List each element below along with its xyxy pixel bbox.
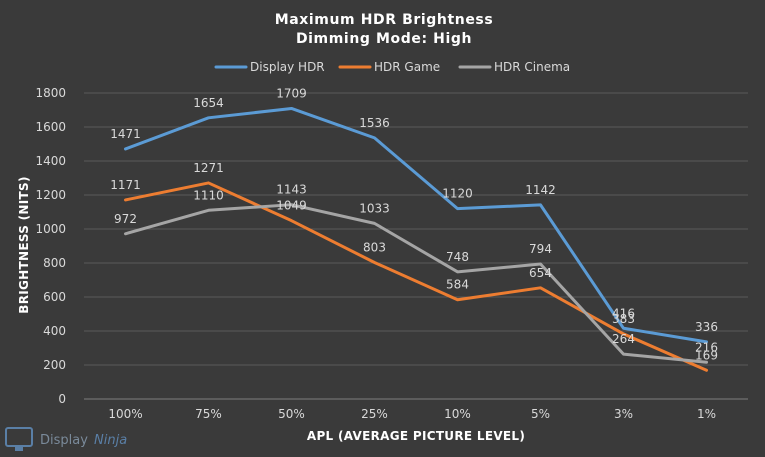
chart-title-line-1: Maximum HDR Brightness bbox=[275, 12, 494, 28]
data-label: 1049 bbox=[276, 199, 307, 213]
x-tick-label: 3% bbox=[614, 407, 633, 421]
watermark-brand-a: Display bbox=[40, 433, 88, 448]
data-label: 264 bbox=[612, 332, 635, 346]
data-label: 794 bbox=[529, 242, 552, 256]
data-label: 1709 bbox=[276, 86, 307, 100]
y-tick-label: 0 bbox=[58, 392, 66, 406]
y-tick-label: 1400 bbox=[35, 154, 66, 168]
data-labels: 1471 1654 1709 1536 1120 1142 416 336 1171 1271 10… bbox=[110, 86, 718, 362]
y-axis-title: BRIGHTNESS (NITS) bbox=[17, 176, 31, 314]
series-lines bbox=[124, 106, 708, 372]
data-label: 1120 bbox=[442, 187, 473, 201]
x-axis-ticks: 100% 75% 50% 25% 10% 5% 3% 1% bbox=[108, 407, 716, 421]
legend-label: Display HDR bbox=[250, 60, 325, 74]
x-tick-label: 75% bbox=[195, 407, 222, 421]
monitor-logo-icon bbox=[5, 427, 33, 451]
x-tick-label: 25% bbox=[361, 407, 388, 421]
y-tick-label: 1000 bbox=[35, 222, 66, 236]
watermark: Display Ninja bbox=[5, 427, 127, 451]
x-tick-label: 10% bbox=[444, 407, 471, 421]
data-label: 654 bbox=[529, 266, 552, 280]
data-label: 1271 bbox=[193, 161, 224, 175]
y-tick-label: 800 bbox=[43, 256, 66, 270]
data-label: 1143 bbox=[276, 183, 307, 197]
data-label: 1142 bbox=[525, 183, 556, 197]
watermark-brand-b: Ninja bbox=[94, 433, 127, 448]
x-tick-label: 1% bbox=[697, 407, 716, 421]
data-label: 169 bbox=[695, 348, 718, 362]
series-line-hdr-game bbox=[124, 181, 708, 372]
legend: Display HDR HDR Game HDR Cinema bbox=[214, 60, 570, 74]
gridlines bbox=[84, 92, 748, 400]
y-tick-label: 1600 bbox=[35, 120, 66, 134]
data-label: 336 bbox=[695, 320, 718, 334]
data-label: 972 bbox=[114, 212, 137, 226]
series-line-display-hdr bbox=[124, 106, 708, 344]
data-label: 216 bbox=[695, 340, 718, 354]
data-label: 1471 bbox=[110, 127, 141, 141]
y-tick-label: 600 bbox=[43, 290, 66, 304]
data-label: 1033 bbox=[359, 201, 390, 215]
data-label: 1536 bbox=[359, 116, 390, 130]
y-tick-label: 400 bbox=[43, 324, 66, 338]
data-label: 1171 bbox=[110, 178, 141, 192]
y-tick-label: 200 bbox=[43, 358, 66, 372]
data-label: 803 bbox=[363, 240, 386, 254]
y-tick-label: 1200 bbox=[35, 188, 66, 202]
x-tick-label: 100% bbox=[108, 407, 142, 421]
series-line-hdr-cinema bbox=[124, 203, 708, 364]
x-tick-label: 5% bbox=[531, 407, 550, 421]
x-axis-title: APL (AVERAGE PICTURE LEVEL) bbox=[307, 429, 525, 443]
legend-label: HDR Cinema bbox=[494, 60, 570, 74]
data-label: 1110 bbox=[193, 188, 224, 202]
y-axis-ticks: 0 200 400 600 800 1000 1200 1400 1600 1800 bbox=[35, 86, 66, 406]
y-tick-label: 1800 bbox=[35, 86, 66, 100]
data-label: 416 bbox=[612, 306, 635, 320]
chart-title-line-2: Dimming Mode: High bbox=[296, 31, 472, 47]
data-label: 1654 bbox=[193, 96, 224, 110]
x-tick-label: 50% bbox=[278, 407, 305, 421]
data-label: 584 bbox=[446, 278, 469, 292]
data-label: 748 bbox=[446, 250, 469, 264]
data-label: 383 bbox=[612, 312, 635, 326]
legend-label: HDR Game bbox=[374, 60, 440, 74]
